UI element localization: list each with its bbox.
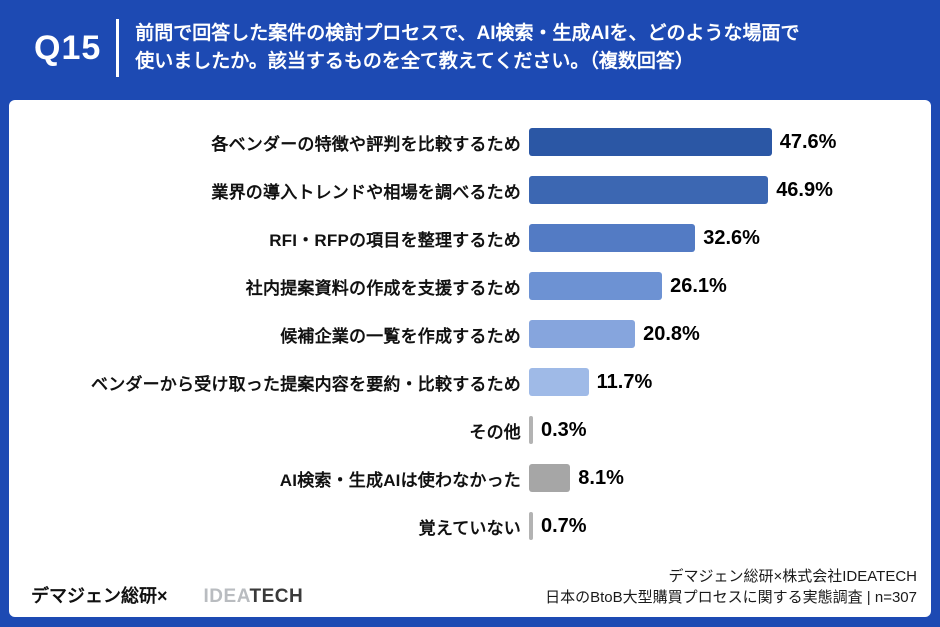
ideatech-logo-wordmark: IDEATECH	[204, 587, 304, 606]
category-label: 覚えていない	[418, 518, 521, 538]
bar	[529, 128, 772, 156]
bar-area: 0.7%	[529, 512, 587, 540]
chart-row: 業界の導入トレンドや相場を調べるため 46.9%	[9, 166, 931, 214]
logo-idea-text: IDEA	[203, 585, 250, 607]
bar	[529, 416, 533, 444]
bar-area: 20.8%	[529, 320, 700, 348]
bar-area: 46.9%	[529, 176, 833, 204]
chart-row: AI検索・生成AIは使わなかった 8.1%	[9, 454, 931, 502]
chart-card: 各ベンダーの特徴や評判を比較するため 47.6% 業界の導入トレンドや相場を調べ…	[9, 100, 931, 617]
value-label: 46.9%	[776, 178, 833, 201]
value-label: 0.7%	[541, 514, 587, 537]
value-label: 47.6%	[779, 130, 837, 153]
bar	[529, 512, 533, 540]
chart-row: 覚えていない 0.7%	[9, 502, 931, 550]
category-label: 候補企業の一覧を作成するため	[280, 326, 521, 346]
chart-row: 候補企業の一覧を作成するため 20.8%	[9, 310, 931, 358]
category-label: 各ベンダーの特徴や評判を比較するため	[211, 134, 521, 154]
ideatech-logo-icon	[175, 585, 197, 607]
chart-row: 社内提案資料の作成を支援するため 26.1%	[9, 262, 931, 310]
bar	[529, 320, 636, 348]
logo-tech-text: TECH	[249, 585, 304, 607]
bar-area: 11.7%	[529, 368, 652, 396]
category-label: 業界の導入トレンドや相場を調べるため	[211, 182, 521, 202]
survey-source: デマジェン総研×株式会社IDEATECH 日本のBtoB大型購買プロセスに関する…	[545, 566, 917, 610]
category-label: ベンダーから受け取った提案内容を要約・比較するため	[91, 374, 521, 394]
value-label: 11.7%	[596, 370, 653, 393]
question-number: Q15	[34, 28, 102, 67]
bar	[529, 464, 571, 492]
question-header: Q15 前問で回答した案件の検討プロセスで、AI検索・生成AIを、どのような場面…	[0, 0, 940, 100]
bar-area: 0.3%	[529, 416, 587, 444]
category-label: 社内提案資料の作成を支援するため	[245, 278, 521, 298]
source-line-1: デマジェン総研×株式会社IDEATECH	[668, 567, 918, 585]
bar	[529, 176, 769, 204]
bar-area: 26.1%	[529, 272, 727, 300]
brand-text: デマジェン総研×	[31, 586, 168, 606]
bar	[529, 368, 589, 396]
chart-row: ベンダーから受け取った提案内容を要約・比較するため 11.7%	[9, 358, 931, 406]
chart-row: 各ベンダーの特徴や評判を比較するため 47.6%	[9, 118, 931, 166]
category-label: RFI・RFPの項目を整理するため	[269, 230, 521, 250]
bar	[529, 272, 663, 300]
chart-row: その他 0.3%	[9, 406, 931, 454]
value-label: 8.1%	[578, 466, 624, 489]
header-divider	[116, 19, 120, 77]
value-label: 0.3%	[541, 418, 587, 441]
question-text: 前問で回答した案件の検討プロセスで、AI検索・生成AIを、どのような場面で 使い…	[135, 20, 799, 77]
source-line-2: 日本のBtoB大型購買プロセスに関する実態調査 | n=307	[545, 589, 917, 607]
chart-row: RFI・RFPの項目を整理するため 32.6%	[9, 214, 931, 262]
category-label: その他	[469, 422, 521, 442]
bar-area: 47.6%	[529, 128, 836, 156]
value-label: 32.6%	[703, 226, 760, 249]
category-label: AI検索・生成AIは使わなかった	[279, 470, 521, 490]
bar-area: 8.1%	[529, 464, 624, 492]
question-line-1: 前問で回答した案件の検討プロセスで、AI検索・生成AIを、どのような場面で	[135, 22, 800, 44]
card-footer: デマジェン総研× IDEATECH デマジェン総研×株式会社IDEATECH 日…	[9, 566, 931, 618]
question-line-2: 使いましたか。該当するものを全て教えてください。（複数回答）	[135, 51, 694, 72]
bar-chart: 各ベンダーの特徴や評判を比較するため 47.6% 業界の導入トレンドや相場を調べ…	[9, 100, 931, 550]
value-label: 26.1%	[670, 274, 727, 297]
brand-left: デマジェン総研× IDEATECH	[31, 585, 303, 609]
bar	[529, 224, 696, 252]
bar-area: 32.6%	[529, 224, 760, 252]
value-label: 20.8%	[643, 322, 700, 345]
